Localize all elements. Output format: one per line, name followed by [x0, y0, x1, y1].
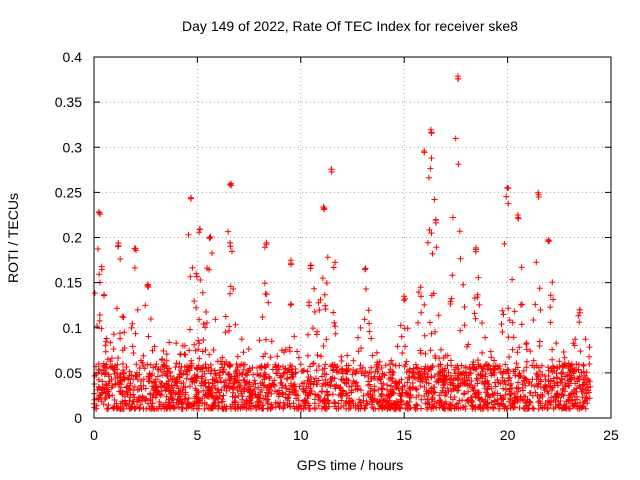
y-axis-label: ROTI / TECUs	[5, 193, 21, 283]
y-tick-label: 0.25	[55, 184, 82, 200]
scatter-points	[91, 73, 594, 412]
y-tick-label: 0.05	[55, 365, 82, 381]
axes: 0 5 10 15 20 25 0 0.05 0.1 0.15 0.2 0.25 0.3 0.35 0.4	[55, 49, 619, 443]
y-tick-label: 0.15	[55, 275, 82, 291]
y-tick-label: 0.3	[63, 139, 83, 155]
x-tick-label: 25	[603, 427, 619, 443]
grid-lines	[94, 57, 611, 418]
y-tick-label: 0.2	[63, 230, 83, 246]
x-tick-label: 10	[293, 427, 309, 443]
x-tick-label: 15	[396, 427, 412, 443]
x-axis-label: GPS time / hours	[297, 457, 404, 473]
x-tick-label: 20	[500, 427, 516, 443]
y-tick-label: 0.35	[55, 94, 82, 110]
y-tick-label: 0	[74, 410, 82, 426]
data-points	[91, 73, 594, 412]
y-tick-label: 0.4	[63, 49, 83, 65]
x-tick-label: 5	[194, 427, 202, 443]
x-tick-label: 0	[90, 427, 98, 443]
chart-title: Day 149 of 2022, Rate Of TEC Index for r…	[182, 18, 518, 34]
y-tick-label: 0.1	[63, 320, 83, 336]
